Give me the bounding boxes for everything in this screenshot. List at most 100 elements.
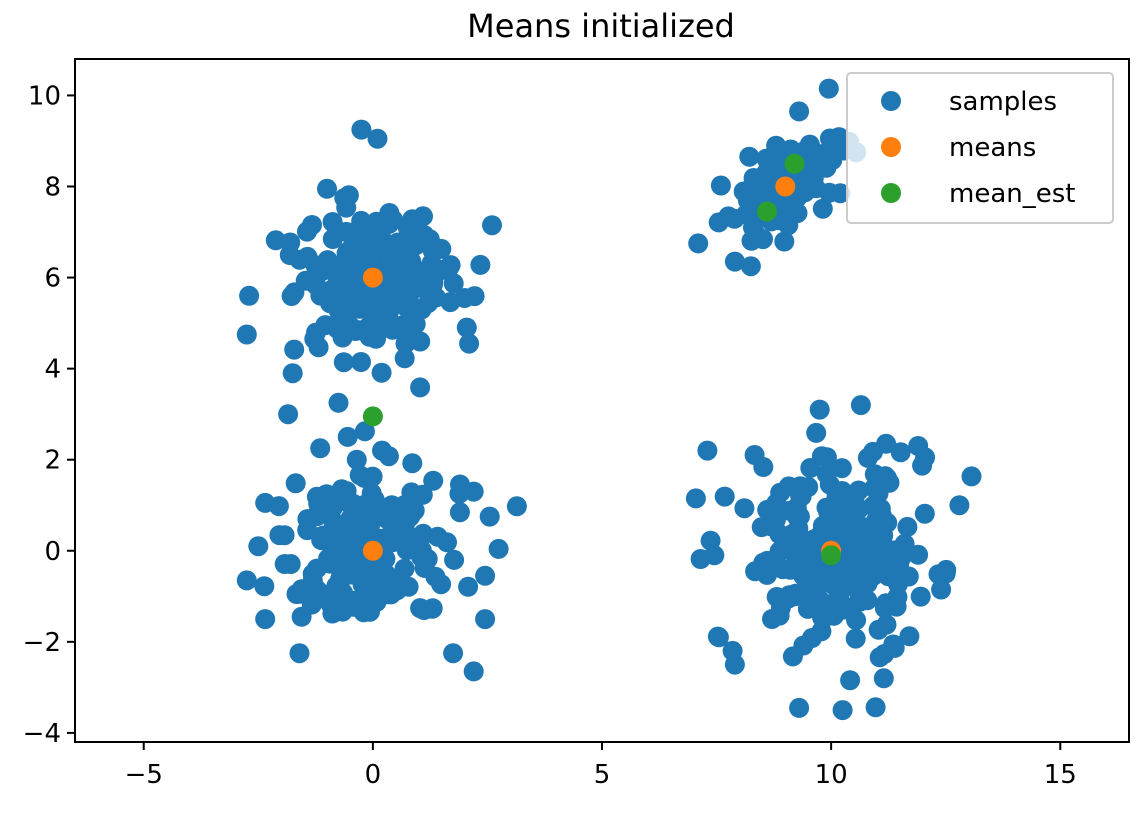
x-tick-label-0: −5 [125,760,163,790]
samples-point-151 [332,317,353,337]
legend-label-means: means [949,133,1036,163]
samples-point-361 [417,549,438,569]
samples-point-356 [375,529,396,550]
samples-point-736 [789,101,810,122]
samples-point-692 [875,466,896,487]
samples-point-179 [364,235,385,256]
samples-point-705 [807,579,828,600]
samples-point-732 [475,565,496,586]
samples-point-360 [395,528,416,549]
samples-point-567 [897,516,918,537]
samples-point-647 [772,559,793,580]
samples-point-374 [336,565,357,586]
samples-point-629 [883,540,904,561]
samples-point-357 [414,600,434,620]
samples-point-148 [399,314,420,335]
samples-point-534 [806,422,827,443]
samples-point-284 [254,576,275,597]
samples-point-40 [371,362,392,383]
x-tick-label-1: 0 [365,760,382,790]
samples-point-21 [394,348,415,369]
samples-point-742 [724,251,745,272]
y-tick-label-2: 0 [44,537,61,567]
samples-point-646 [914,503,935,524]
samples-point-188 [281,286,302,306]
samples-point-113 [336,197,357,218]
samples-point-443 [710,175,731,196]
samples-point-725 [255,492,276,513]
samples-point-694 [793,635,814,656]
plot-points [236,78,982,721]
samples-point-90 [284,339,305,360]
x-axis: −5 0 5 10 15 [125,742,1077,790]
samples-point-746 [685,488,706,509]
legend-marker-means [881,137,901,157]
samples-point-734 [463,481,484,502]
samples-point-375 [358,576,378,597]
samples-point-610 [765,509,786,530]
samples-point-715 [278,404,299,425]
samples-point-554 [800,458,821,478]
samples-point-683 [844,495,865,516]
legend: samples means mean_est [846,72,1114,224]
samples-point-372 [357,517,378,538]
samples-point-717 [337,426,358,447]
samples-point-328 [274,554,295,574]
samples-point-718 [310,438,331,459]
samples-point-484 [745,224,766,245]
samples-point-751 [873,668,894,689]
samples-point-180 [433,259,453,280]
samples-point-739 [830,183,851,204]
samples-point-618 [845,628,866,649]
samples-point-678 [888,574,908,595]
samples-point-650 [865,697,886,718]
samples-point-697 [877,512,898,533]
samples-point-296 [437,532,457,553]
samples-point-750 [931,579,952,600]
samples-point-379 [372,556,393,577]
samples-point-741 [740,256,761,277]
samples-point-68 [410,331,431,352]
samples-point-710 [351,119,372,140]
samples-point-756 [708,627,729,648]
samples-point-155 [279,245,300,265]
samples-point-169 [395,333,416,354]
mean_est-point-2 [362,406,383,427]
samples-point-731 [475,609,496,630]
samples-point-753 [832,700,853,721]
samples-point-609 [910,586,931,607]
samples-point-707 [833,514,854,535]
samples-point-698 [789,506,810,527]
samples-point-370 [323,539,344,560]
samples-point-364 [323,513,344,534]
samples-point-177 [396,296,416,317]
samples-point-359 [381,513,402,534]
samples-point-708 [857,590,878,611]
samples-point-752 [789,697,810,718]
samples-point-101 [443,273,464,294]
samples-point-308 [449,502,470,523]
y-tick-label-4: 4 [44,355,61,385]
samples-point-758 [915,447,936,468]
samples-point-287 [286,584,307,604]
samples-point-355 [304,582,325,603]
samples-point-684 [744,445,765,465]
samples-point-728 [255,609,276,630]
mean_est-point-0 [784,153,805,174]
means-point-0 [362,267,383,288]
y-tick-label-5: 6 [44,264,61,294]
samples-point-181 [379,264,400,285]
samples-point-186 [377,281,398,302]
samples-point-17 [351,352,371,372]
legend-marker-samples [881,91,901,111]
samples-point-733 [479,506,500,527]
samples-point-350 [401,482,422,503]
samples-point-187 [315,315,336,336]
mean_est-point-3 [821,545,842,566]
samples-point-111 [425,287,446,308]
samples-point-645 [961,466,982,487]
samples-point-633 [840,670,861,691]
samples-point-166 [325,260,346,281]
samples-point-298 [306,486,327,507]
samples-point-173 [322,279,343,300]
